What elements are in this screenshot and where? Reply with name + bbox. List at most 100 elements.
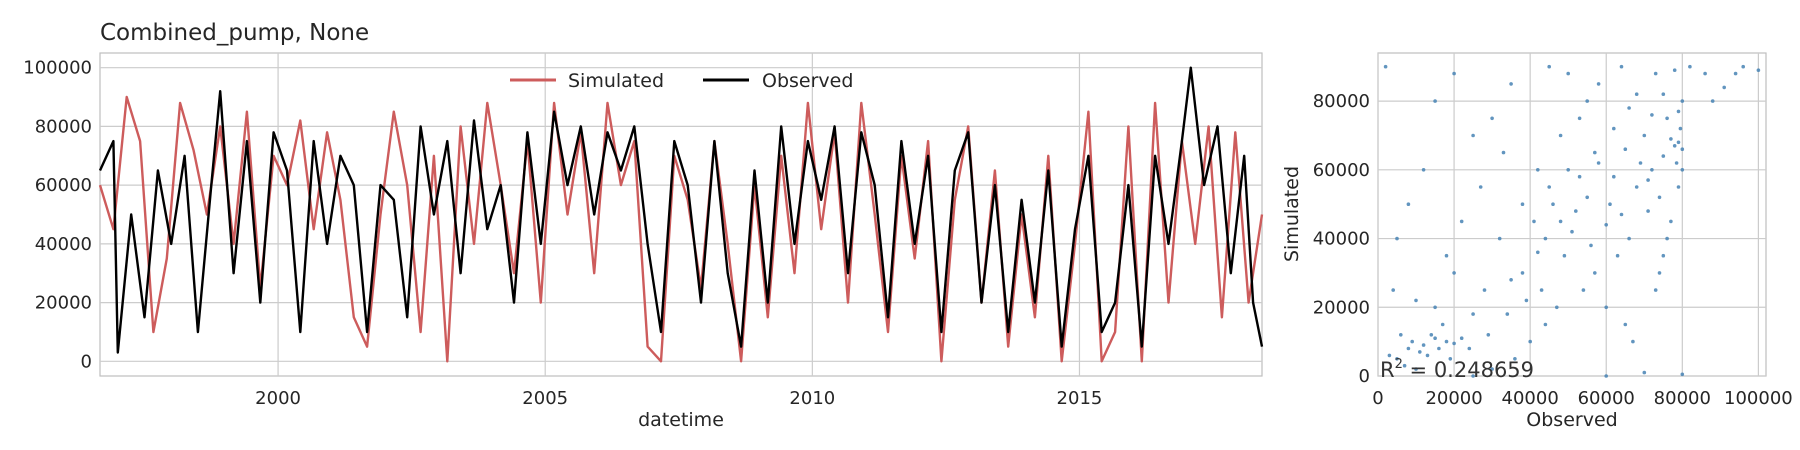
scatter-point [1676,185,1681,189]
scatter-point [1406,346,1411,351]
scatter-point [1509,82,1513,86]
scatter-point [1570,229,1574,234]
scatter-point [1577,116,1582,121]
scatter-point [1520,202,1525,206]
scatter-point [1593,150,1597,155]
scatter-x-tick-label: 60000 [1578,388,1635,409]
scatter-point [1604,374,1608,378]
scatter-point [1612,174,1616,179]
scatter-point [1501,150,1506,155]
scatter-point [1452,71,1456,76]
scatter-point [1543,236,1548,241]
scatter-point [1669,137,1673,141]
scatter-point [1471,133,1475,138]
scatter-point [1414,367,1418,371]
scatter-point [1414,298,1418,303]
scatter-point [1589,243,1593,248]
scatter-point [1528,339,1532,344]
legend-label-observed: Observed [762,70,853,92]
scatter-point [1471,374,1475,378]
timeseries-x-ticks: 2000 2005 2010 2015 [255,388,1102,409]
scatter-point [1733,71,1738,76]
scatter-point [1471,312,1475,316]
scatter-point [1657,195,1662,200]
scatter-point [1395,357,1399,361]
scatter-point [1566,71,1570,76]
scatter-point [1440,322,1445,327]
scatter-point [1680,147,1685,151]
scatter-grid [1377,53,1766,377]
scatter-point [1627,106,1631,110]
scatter-point [1547,185,1551,189]
r-squared-annotation: R2 = 0.248659 [1380,357,1534,382]
scatter-point [1520,271,1525,275]
scatter-point [1646,209,1650,213]
scatter-point [1585,99,1589,103]
timeseries-x-tick-label: 2010 [789,388,835,409]
scatter-point [1539,288,1544,292]
scatter-point [1631,339,1635,344]
scatter-point [1678,126,1683,131]
timeseries-x-tick-label: 2005 [522,388,568,409]
scatter-point [1646,178,1650,182]
scatter-point [1669,219,1673,224]
scatter-points [1383,64,1761,378]
scatter-point [1577,174,1582,179]
scatter-x-tick-label: 0 [1372,388,1383,409]
scatter-point [1608,202,1612,206]
scatter-point [1672,68,1677,72]
chart-title: Combined_pump, None [100,20,369,46]
scatter-point [1619,64,1624,69]
scatter-chart: 0 20000 40000 60000 80000 100000 0 20000 40000 6… [1281,52,1793,431]
scatter-point [1395,236,1399,241]
scatter-point [1650,168,1654,172]
scatter-point [1452,341,1456,346]
scatter-point [1710,99,1715,103]
scatter-point [1543,322,1548,327]
timeseries-plot-area [99,52,1263,377]
scatter-point [1612,126,1616,131]
scatter-y-ticks: 0 20000 40000 60000 80000 [1313,91,1370,387]
scatter-point [1467,346,1472,351]
scatter-point [1680,99,1685,103]
scatter-y-tick-label: 80000 [1313,91,1370,112]
scatter-point [1674,161,1679,165]
r-squared-superscript: 2 [1395,357,1403,372]
scatter-point [1418,350,1422,354]
scatter-point [1703,71,1707,76]
scatter-y-label: Simulated [1281,166,1303,262]
scatter-point [1547,64,1551,69]
r-squared-value: = 0.248659 [1403,358,1534,382]
scatter-x-tick-label: 40000 [1502,388,1559,409]
scatter-point [1661,253,1666,258]
legend: Simulated Observed [510,70,853,92]
scatter-point [1680,168,1685,172]
timeseries-x-label: datetime [638,409,724,431]
scatter-point [1596,82,1601,86]
scatter-point [1574,209,1578,213]
scatter-point [1433,99,1437,103]
scatter-point [1421,343,1426,347]
scatter-x-tick-label: 20000 [1425,388,1482,409]
timeseries-y-tick-label: 40000 [35,234,92,255]
scatter-point [1448,357,1453,361]
timeseries-y-tick-label: 0 [81,351,92,372]
scatter-point [1756,68,1761,72]
legend-label-simulated: Simulated [568,70,664,92]
scatter-point [1680,372,1685,377]
scatter-point [1459,219,1464,224]
timeseries-lines [98,66,1264,363]
timeseries-y-tick-label: 60000 [35,175,92,196]
scatter-x-ticks: 0 20000 40000 60000 80000 100000 [1372,388,1792,409]
timeseries-y-tick-label: 20000 [35,293,92,314]
scatter-point [1478,185,1483,189]
scatter-point [1634,92,1639,96]
scatter-point [1661,92,1666,96]
scatter-point [1536,250,1540,255]
timeseries-y-ticks: 0 20000 40000 60000 80000 100000 [23,58,92,373]
scatter-point [1615,253,1620,258]
scatter-point [1558,219,1563,224]
scatter-point [1661,154,1666,158]
scatter-point [1657,271,1662,275]
